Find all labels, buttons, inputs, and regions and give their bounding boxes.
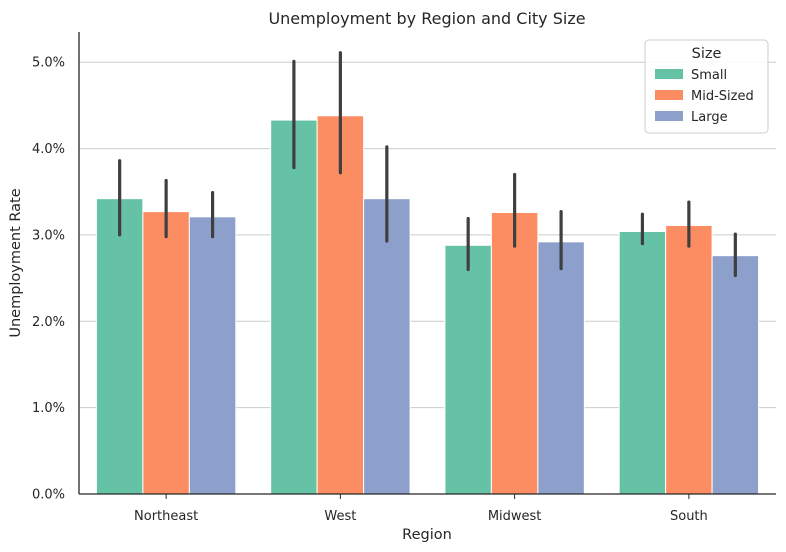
bar xyxy=(618,230,667,495)
y-tick-label: 5.0% xyxy=(32,56,65,71)
y-tick-label: 2.0% xyxy=(32,315,65,330)
y-tick-label: 4.0% xyxy=(32,142,65,157)
legend-swatch xyxy=(655,111,683,121)
bar xyxy=(444,244,492,495)
y-tick-label: 1.0% xyxy=(32,401,65,416)
y-tick-label: 0.0% xyxy=(32,488,65,503)
x-tick-label: Midwest xyxy=(488,509,542,524)
legend: Size Small Mid-Sized Large xyxy=(644,39,769,134)
y-tick-label: 3.0% xyxy=(32,228,65,243)
bar xyxy=(665,224,713,495)
legend-swatch xyxy=(655,90,683,100)
y-axis-label: Unemployment Rate xyxy=(8,188,24,337)
x-tick-label: South xyxy=(670,509,708,524)
x-tick-label: Northeast xyxy=(134,509,198,524)
bar xyxy=(188,216,237,495)
legend-box xyxy=(644,39,769,134)
x-tick-label: West xyxy=(324,509,356,524)
bar xyxy=(95,198,144,495)
bar xyxy=(316,115,365,495)
bar xyxy=(537,241,585,495)
bar xyxy=(142,211,190,495)
bar xyxy=(270,119,318,495)
legend-label: Large xyxy=(691,110,728,125)
x-axis-label: Region xyxy=(402,527,452,543)
legend-label: Mid-Sized xyxy=(691,89,754,104)
bar xyxy=(490,211,539,495)
chart-title: Unemployment by Region and City Size xyxy=(268,9,585,28)
legend-label: Small xyxy=(691,68,727,83)
bar xyxy=(363,198,411,495)
bar xyxy=(711,255,760,495)
legend-title: Size xyxy=(692,46,722,62)
legend-swatch xyxy=(655,69,683,79)
